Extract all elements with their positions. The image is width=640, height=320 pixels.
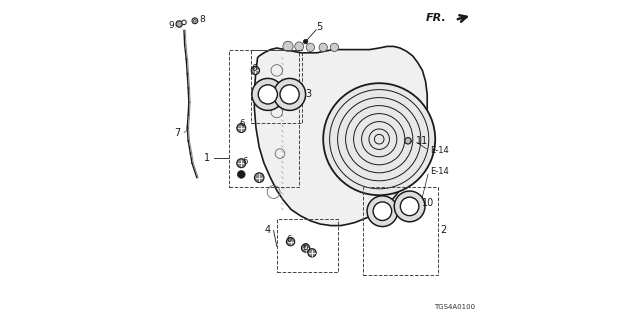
Circle shape xyxy=(287,237,295,246)
Circle shape xyxy=(254,173,264,182)
Text: 6: 6 xyxy=(243,157,248,166)
Text: 11: 11 xyxy=(416,136,428,146)
Circle shape xyxy=(280,85,300,104)
Text: TGS4A0100: TGS4A0100 xyxy=(434,304,475,310)
Text: 10: 10 xyxy=(422,198,435,208)
Bar xyxy=(364,187,438,275)
Circle shape xyxy=(405,200,412,206)
Bar xyxy=(277,219,338,272)
Circle shape xyxy=(319,43,328,52)
Circle shape xyxy=(294,42,304,51)
Circle shape xyxy=(259,85,278,104)
Text: 6: 6 xyxy=(287,236,292,244)
Circle shape xyxy=(274,78,306,110)
Text: 6: 6 xyxy=(239,119,244,128)
Text: 3: 3 xyxy=(306,89,312,100)
Bar xyxy=(251,50,302,123)
Text: 9: 9 xyxy=(169,21,174,30)
Bar xyxy=(229,50,300,187)
Circle shape xyxy=(330,43,339,52)
Circle shape xyxy=(303,39,308,44)
Circle shape xyxy=(301,244,310,252)
Polygon shape xyxy=(254,46,428,226)
Circle shape xyxy=(252,78,284,110)
Circle shape xyxy=(237,171,245,178)
Circle shape xyxy=(193,20,196,22)
Text: 2: 2 xyxy=(440,225,446,236)
Circle shape xyxy=(394,191,425,222)
Text: 8: 8 xyxy=(199,15,205,24)
Text: 7: 7 xyxy=(175,128,181,138)
Circle shape xyxy=(367,196,398,227)
Text: E-14: E-14 xyxy=(430,167,449,176)
Circle shape xyxy=(308,249,316,257)
Circle shape xyxy=(237,124,246,132)
Text: 4: 4 xyxy=(264,225,270,236)
Circle shape xyxy=(405,138,412,144)
Text: 6: 6 xyxy=(302,244,308,252)
Circle shape xyxy=(373,202,392,220)
Text: FR.: FR. xyxy=(426,12,447,23)
Circle shape xyxy=(323,83,435,195)
Circle shape xyxy=(401,197,419,216)
Text: 6: 6 xyxy=(251,64,257,73)
Text: 1: 1 xyxy=(204,153,210,164)
Circle shape xyxy=(306,43,315,52)
Circle shape xyxy=(176,21,182,27)
Circle shape xyxy=(192,18,198,24)
Circle shape xyxy=(237,159,246,168)
Circle shape xyxy=(283,41,293,52)
Text: 5: 5 xyxy=(316,22,323,32)
Text: E-14: E-14 xyxy=(430,146,449,155)
Circle shape xyxy=(252,66,260,75)
Circle shape xyxy=(182,20,186,25)
